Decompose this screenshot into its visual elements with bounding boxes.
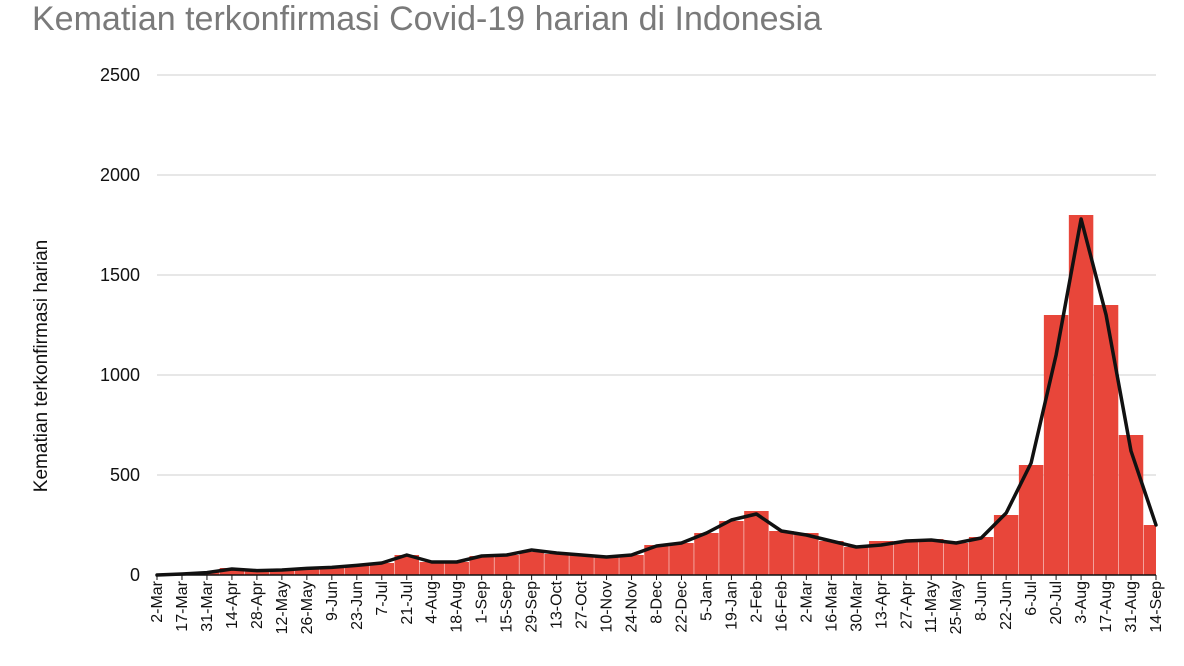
bar [1068, 215, 1094, 575]
x-tick-label: 30-Mar [848, 580, 865, 631]
x-tick-label: 19-Jan [723, 581, 740, 630]
x-tick-label: 22-Jun [998, 581, 1015, 630]
y-tick-label: 1500 [100, 265, 140, 285]
x-tick-label: 23-Jun [349, 581, 366, 630]
y-axis: 0 500 1000 1500 2000 2500 [100, 65, 140, 585]
moving-average-line [155, 217, 1158, 577]
x-axis: 2-Mar 17-Mar 31-Mar 14-Apr 28-Apr 12-May 26-Ma… [149, 574, 1165, 634]
x-tick-label: 15-Sep [499, 581, 516, 633]
bar [494, 555, 519, 575]
bar [244, 571, 270, 575]
x-tick-label: 21-Jul [399, 581, 416, 625]
x-tick-label: 17-Mar [174, 580, 191, 631]
bar [519, 552, 544, 575]
bar [569, 555, 594, 575]
x-tick-label: 13-Oct [549, 580, 566, 629]
bar [943, 543, 969, 575]
bar [219, 568, 245, 575]
bar [894, 541, 919, 575]
x-tick-label: 12-May [274, 581, 291, 634]
bar [1143, 525, 1156, 575]
x-tick-label: 24-Nov [624, 581, 641, 633]
bar [744, 511, 769, 575]
x-tick-label: 31-Aug [1123, 581, 1140, 633]
x-tick-label: 1-Sep [474, 581, 491, 624]
bar [769, 531, 794, 575]
y-tick-label: 0 [130, 565, 140, 585]
bar [819, 541, 844, 575]
bar [1018, 465, 1044, 575]
bar [294, 568, 320, 575]
x-tick-label: 9-Jun [324, 581, 341, 621]
x-tick-label: 16-Mar [823, 580, 840, 631]
bar [469, 556, 494, 575]
x-tick-label: 22-Dec [674, 581, 691, 633]
y-tick-label: 500 [110, 465, 140, 485]
x-tick-label: 14-Sep [1148, 581, 1165, 633]
x-tick-label: 10-Nov [599, 581, 616, 633]
bar [918, 539, 944, 575]
x-tick-label: 20-Jul [1048, 581, 1065, 625]
bar [594, 557, 619, 575]
x-tick-label: 29-Sep [524, 581, 541, 633]
bar [394, 555, 419, 575]
y-tick-label: 2000 [100, 165, 140, 185]
x-tick-label: 18-Aug [449, 581, 466, 633]
x-tick-label: 6-Jul [1023, 581, 1040, 616]
bar [1118, 435, 1144, 575]
x-tick-label: 27-Oct [574, 580, 591, 629]
bar [444, 562, 469, 575]
x-tick-label: 7-Jul [374, 581, 391, 616]
grid-layer [157, 74, 1156, 576]
bar [993, 515, 1019, 575]
x-tick-label: 17-Aug [1098, 581, 1115, 633]
y-axis-label: Kematian terkonfirmasi harian [31, 240, 52, 492]
bar [719, 521, 744, 575]
x-tick-label: 16-Feb [773, 581, 790, 632]
x-tick-label: 2-Mar [149, 580, 166, 622]
x-tick-label: 2-Feb [748, 581, 765, 623]
bar [344, 565, 370, 575]
x-tick-label: 13-Apr [873, 580, 890, 629]
bar [419, 562, 444, 575]
y-tick-label: 1000 [100, 365, 140, 385]
x-tick-label: 25-May [948, 581, 965, 634]
bar [694, 533, 719, 575]
bar [544, 554, 569, 575]
x-tick-label: 4-Aug [424, 581, 441, 624]
y-tick-label: 2500 [100, 65, 140, 85]
bar [844, 547, 869, 575]
bar [1093, 305, 1119, 575]
x-tick-label: 8-Dec [649, 581, 666, 624]
x-tick-label: 27-Apr [898, 580, 915, 629]
bar [369, 563, 395, 575]
x-tick-label: 5-Jan [699, 581, 716, 621]
x-tick-label: 26-May [299, 581, 316, 634]
bar [319, 567, 345, 575]
x-tick-label: 14-Apr [224, 580, 241, 629]
bar [669, 543, 694, 575]
x-tick-label: 3-Aug [1073, 581, 1090, 624]
x-tick-label: 31-Mar [199, 580, 216, 631]
bar-layer [169, 215, 1156, 575]
x-tick-label: 8-Jun [973, 581, 990, 621]
x-tick-label: 28-Apr [249, 580, 266, 629]
x-tick-label: 11-May [923, 581, 940, 633]
bar [794, 533, 819, 575]
x-tick-label: 2-Mar [798, 580, 815, 622]
bar [968, 537, 994, 575]
line-layer [155, 217, 1158, 577]
bar [269, 570, 295, 575]
chart-title: Kematian terkonfirmasi Covid-19 harian d… [32, 0, 822, 38]
bar [619, 555, 644, 575]
